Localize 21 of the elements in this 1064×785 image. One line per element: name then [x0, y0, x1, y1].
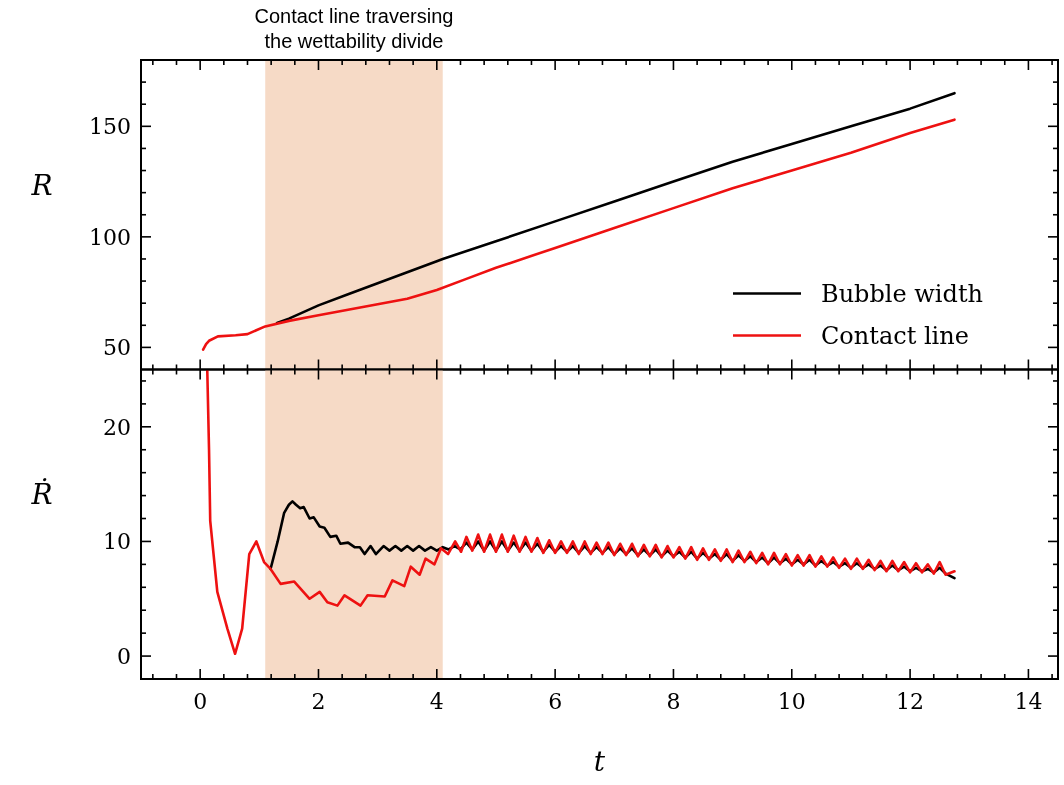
- x-tick-label: 4: [429, 689, 444, 714]
- x-tick-label: 10: [777, 689, 806, 714]
- x-tick-label: 12: [896, 689, 925, 714]
- x-tick-label: 14: [1014, 689, 1043, 714]
- y-tick-label: 100: [89, 224, 131, 250]
- x-tick-label: 8: [666, 689, 681, 714]
- y-tick-label: 10: [103, 529, 131, 555]
- legend-label: Bubble width: [821, 279, 984, 308]
- x-tick-label: 0: [193, 689, 208, 714]
- line-series: [205, 369, 956, 656]
- band-label: Contact line traversing the wettability divide: [254, 5, 454, 52]
- y-tick-label: 50: [103, 335, 131, 361]
- y-tick-label: 20: [103, 414, 131, 440]
- y-tick-label: 0: [117, 644, 131, 670]
- y-tick-label: 150: [89, 114, 131, 140]
- x-axis-title: t: [593, 745, 606, 778]
- x-tick-label: 6: [548, 689, 563, 714]
- x-tick-label: 2: [311, 689, 326, 714]
- legend-label: Contact line: [821, 321, 969, 350]
- y-axis-title: R: [30, 168, 53, 202]
- y-axis-title: Ṙ: [30, 478, 53, 512]
